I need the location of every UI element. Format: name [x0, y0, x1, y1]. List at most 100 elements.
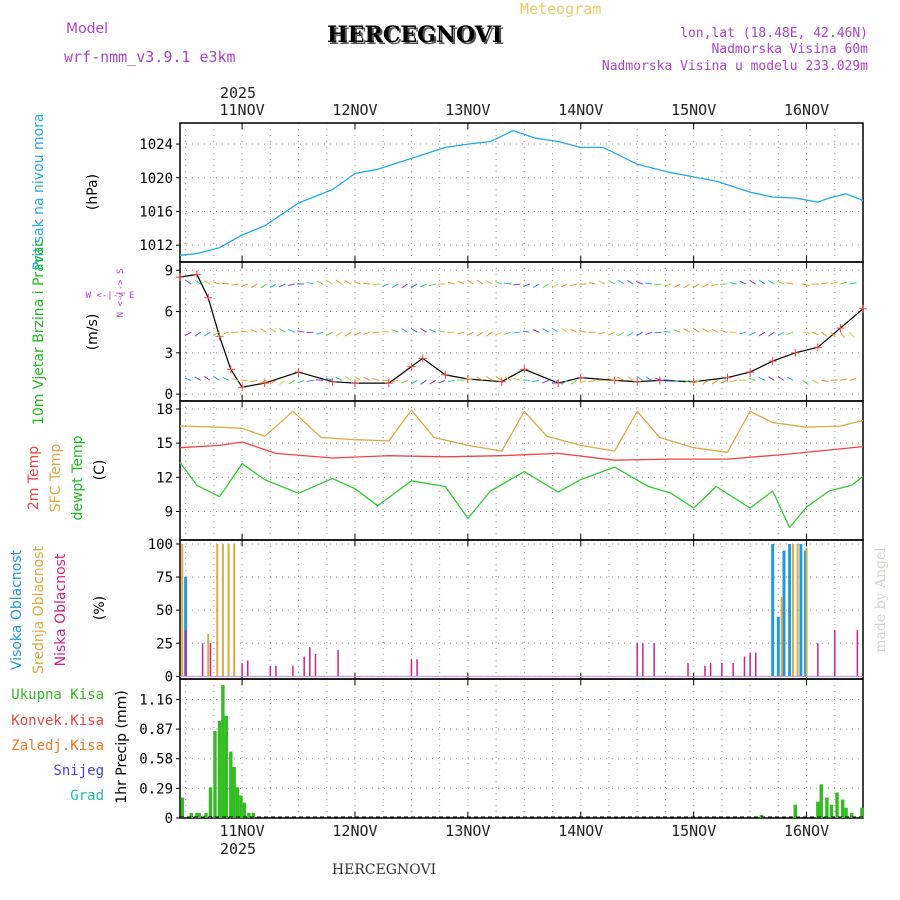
- temperature-panel: 9 12 15 18: [156, 400, 864, 541]
- year-bottom: 2025: [220, 840, 256, 858]
- wind-arrow: [259, 379, 267, 384]
- wind-arrow: [476, 376, 484, 381]
- cloud-low-bar: [709, 663, 712, 677]
- wind-arrow: [486, 331, 493, 337]
- precip-bar: [829, 804, 834, 818]
- wind-arrow: [645, 282, 653, 285]
- bottom-day-label: 14NOV: [558, 822, 603, 840]
- pressure-titles: Pritisak na nivou mora (hPa): [31, 113, 101, 270]
- wind-arrow: [213, 376, 220, 381]
- wind-arrow: [288, 379, 295, 385]
- wind-arrow: [297, 379, 305, 384]
- wind-arrow: [250, 379, 258, 383]
- wind-arrow: [607, 377, 615, 381]
- cloud-high-bar: [776, 616, 780, 677]
- panel-frame: [179, 539, 864, 680]
- wind-arrow: [607, 331, 615, 336]
- wind-arrow: [551, 327, 559, 333]
- temp-2m-title: 2m Temp: [26, 446, 42, 510]
- wind-arrow: [363, 331, 371, 335]
- wind-arrow: [532, 329, 540, 333]
- pressure-line: [179, 129, 864, 256]
- wind-arrow: [830, 281, 838, 285]
- cloud-low-bar: [309, 647, 311, 677]
- wind-arrow: [494, 281, 502, 285]
- cloud-low-bar: [292, 665, 294, 677]
- wind-arrow: [447, 379, 455, 383]
- wind-arrow: [627, 331, 634, 337]
- wind-arrow: [768, 376, 775, 381]
- wind-arrow: [212, 281, 220, 285]
- wind-arrow: [504, 376, 512, 381]
- wind-arrow: [617, 279, 625, 285]
- cloud-low-bar: [184, 630, 187, 677]
- wind-arrow: [410, 327, 418, 333]
- legend-snijeg: Snijeg: [53, 763, 104, 779]
- wind-arrow: [335, 376, 342, 381]
- model-label: Model: [66, 21, 108, 37]
- wind-arrow: [673, 283, 681, 288]
- wind-arrow: [739, 280, 747, 285]
- wind-arrow: [345, 376, 352, 381]
- cloud-mid-bar: [780, 596, 783, 677]
- y-tick-label: 25: [156, 636, 173, 652]
- cloud-low-bar: [416, 659, 418, 677]
- wind-arrow: [495, 331, 502, 337]
- cloud-ylabel: (%): [92, 596, 108, 620]
- wind-arrow: [673, 379, 681, 382]
- wind-arrow: [353, 281, 361, 285]
- wind-arrow: [354, 376, 361, 381]
- wind-arrow: [297, 330, 305, 333]
- wind-arrow: [260, 328, 267, 333]
- wind-arrow: [513, 283, 521, 286]
- wind-arrow: [693, 327, 700, 333]
- y-tick-label: 15: [156, 436, 173, 452]
- y-tick-label: 3: [165, 346, 173, 362]
- cloud-mid-bar: [221, 543, 224, 677]
- wind-arrow: [401, 283, 408, 289]
- wind-arrow: [561, 379, 568, 385]
- cloud-low-bar: [749, 652, 751, 677]
- wind-arrow: [523, 283, 531, 287]
- y-tick-label: 0: [165, 669, 173, 685]
- temp-dewpt-title: dewpt Temp: [70, 435, 86, 520]
- wind-arrow: [279, 379, 286, 385]
- wind-arrow: [457, 280, 465, 285]
- wind-arrow: [335, 331, 343, 337]
- wind-arrow: [673, 329, 681, 333]
- wind-arrow: [598, 280, 606, 285]
- wind-arrow: [306, 379, 314, 382]
- wind-arrow: [250, 328, 258, 333]
- cloud-low-bar: [275, 665, 277, 677]
- wind-arrow: [840, 281, 848, 285]
- wind-arrow: [522, 330, 530, 333]
- cloud-high-bar: [184, 577, 188, 677]
- precip-bar: [217, 720, 222, 818]
- temp-ylabel: (C): [92, 460, 108, 481]
- wind-arrow: [768, 279, 775, 285]
- wind-arrow: [231, 378, 239, 381]
- precip-titles: Ukupna Kisa Konvek.Kisa Zaledj.Kisa Snij…: [11, 687, 130, 804]
- cloud-high-bar: [799, 543, 803, 677]
- wind-arrow: [279, 328, 286, 333]
- cloud-low-bar: [337, 649, 339, 677]
- wind-arrow: [720, 379, 728, 384]
- wind-arrow: [288, 328, 295, 333]
- wind-arrow: [420, 379, 427, 385]
- wind-arrow: [287, 283, 295, 287]
- wind-arrow: [241, 283, 248, 288]
- model-name: wrf-nmm_v3.9.1 e3km: [64, 48, 236, 66]
- wind-arrow: [428, 283, 436, 287]
- wind-arrow: [260, 283, 267, 289]
- cloud-high-bar: [803, 550, 807, 677]
- cloud-titles: Visoka Oblacnost Srednja Oblacnost Niska…: [9, 546, 108, 674]
- y-tick-label: 1.16: [139, 692, 173, 708]
- panel-frame: [179, 678, 864, 819]
- wind-arrow: [532, 283, 540, 288]
- cloud-high-bar: [782, 550, 786, 677]
- cloud-low-bar: [856, 630, 859, 677]
- y-tick-label: 12: [156, 470, 173, 486]
- wind-arrow: [551, 379, 559, 385]
- wind-arrow: [335, 279, 343, 285]
- wind-arrow: [758, 331, 766, 337]
